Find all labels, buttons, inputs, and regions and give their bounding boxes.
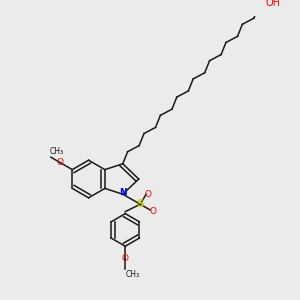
Text: O: O: [57, 158, 64, 167]
Text: O: O: [122, 254, 129, 263]
Text: N: N: [119, 188, 127, 197]
Text: CH₃: CH₃: [50, 147, 64, 156]
Text: CH₃: CH₃: [126, 270, 140, 279]
Text: OH: OH: [265, 0, 280, 8]
Text: O: O: [149, 207, 156, 216]
Text: S: S: [136, 199, 144, 209]
Text: O: O: [144, 190, 152, 199]
